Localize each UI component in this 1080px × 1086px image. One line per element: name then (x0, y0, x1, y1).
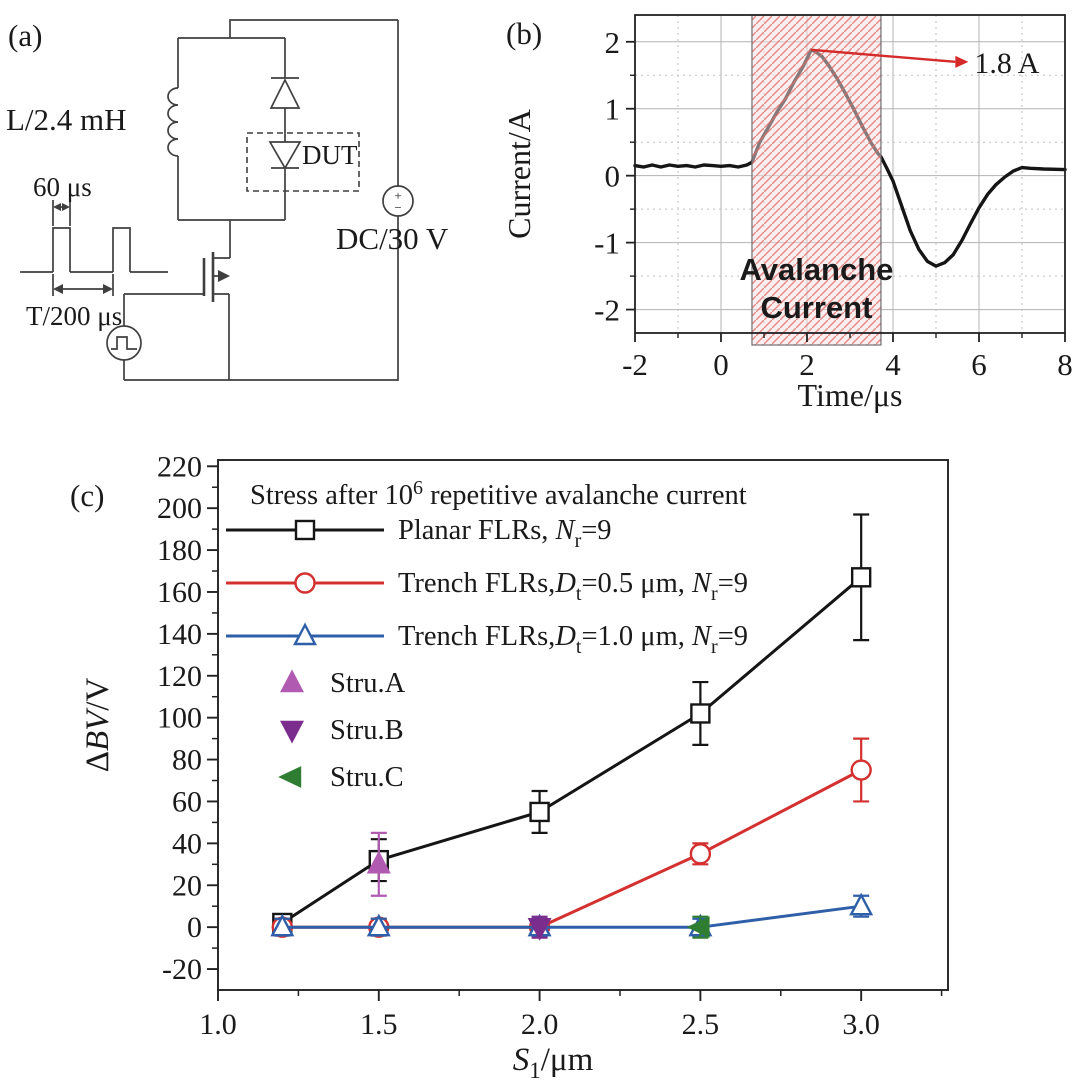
mosfet (123, 252, 230, 380)
legend-item-trench-flrs-05: Trench FLRs,Dt=0.5 μm, Nr=9 (226, 568, 748, 605)
svg-text:200: 200 (157, 492, 202, 525)
svg-text:4: 4 (885, 347, 901, 382)
freewheel-diode (269, 77, 301, 109)
panel-a-label: (a) (8, 18, 42, 53)
svg-text:100: 100 (157, 702, 202, 735)
legend-item-stru-a: Stru.A (280, 668, 406, 699)
chart-c-xlabel: S1/μm (513, 1042, 594, 1083)
legend-item-planar-flrs: Planar FLRs, Nr=9 (226, 515, 612, 552)
svg-text:0: 0 (605, 159, 621, 194)
legend-label-stru-c: Stru.C (330, 762, 404, 793)
svg-text:220: 220 (157, 450, 202, 483)
chart-c-border (217, 459, 949, 991)
dut-diode: DUT (246, 132, 360, 192)
chart-c-plot: 1.0 1.5 2.0 2.5 3.0 -20 0 20 40 60 80 100 120 140 160 1… (80, 450, 949, 1083)
svg-text:20: 20 (172, 869, 202, 902)
series-trench-flrs-10 (270, 892, 874, 937)
legend-item-stru-c: Stru.C (278, 762, 404, 793)
dc-minus: − (394, 200, 401, 215)
svg-text:2.0: 2.0 (521, 1008, 559, 1041)
panel-b-label: (b) (506, 16, 542, 51)
annotation-arrow-icon (955, 55, 969, 68)
svg-text:2.5: 2.5 (682, 1008, 720, 1041)
svg-text:160: 160 (157, 576, 202, 609)
svg-text:1.5: 1.5 (360, 1008, 398, 1041)
inductor-coil (167, 87, 179, 157)
svg-text:-1: -1 (594, 226, 620, 261)
pulse-source (106, 325, 142, 380)
delta-bv-vs-spacing-chart: (c) 1.0 1.5 2.0 2.5 3.0 -20 0 20 40 60 80 100 120 140… (70, 450, 949, 1083)
circuit-diagram: (a) L/2.4 mH DUT + − (6, 18, 449, 381)
dut-box (246, 132, 360, 192)
svg-text:8: 8 (1057, 347, 1073, 382)
svg-text:120: 120 (157, 660, 202, 693)
svg-text:180: 180 (157, 534, 202, 567)
mosfet-arrow (218, 270, 230, 282)
avalanche-region: Avalanche Current (739, 14, 893, 346)
peak-annotation: 1.8 A (811, 47, 1040, 80)
dc-source: + − DC/30 V (336, 185, 449, 256)
panel-a-circuit: (a) L/2.4 mH DUT + − (0, 0, 490, 433)
current-vs-time-chart: (b) Avalanche Current -2 0 2 4 6 8 -2 -1 0 1 2 1.8 A T… (501, 14, 1073, 413)
chart-b-ticks: -2 0 2 4 6 8 -2 -1 0 1 2 (594, 25, 1073, 382)
svg-text:3.0: 3.0 (842, 1008, 880, 1041)
pulse-waveform: 60 μs T/200 μs (20, 172, 168, 331)
svg-text:1: 1 (605, 92, 621, 127)
period-label: T/200 μs (26, 301, 122, 331)
svg-text:2: 2 (605, 25, 621, 60)
svg-text:80: 80 (172, 744, 202, 777)
series-stru-c (686, 915, 710, 939)
chart-c-ticks: 1.0 1.5 2.0 2.5 3.0 -20 0 20 40 60 80 100 120 140 160 1… (157, 450, 943, 1041)
panel-c-bv-chart: (c) 1.0 1.5 2.0 2.5 3.0 -20 0 20 40 60 80 100 120 140… (0, 440, 1080, 1086)
pulse-width-arrow (52, 200, 71, 226)
inductor-label: L/2.4 mH (6, 102, 127, 137)
dc-plus: + (394, 188, 401, 203)
svg-text:0: 0 (713, 347, 729, 382)
legend-label-stru-b: Stru.B (330, 715, 404, 746)
chart-b-ylabel: Current/A (501, 109, 537, 239)
legend: Stress after 106 repetitive avalanche cu… (226, 477, 748, 793)
dc-supply-label: DC/30 V (336, 221, 449, 256)
svg-text:-2: -2 (622, 347, 648, 382)
legend-item-trench-flrs-10: Trench FLRs,Dt=1.0 μm, Nr=9 (226, 621, 748, 658)
svg-text:1.0: 1.0 (199, 1008, 237, 1041)
chart-b-xlabel: Time/μs (798, 377, 903, 413)
svg-text:2: 2 (799, 347, 815, 382)
panel-c-label: (c) (70, 478, 104, 513)
legend-title: Stress after 106 repetitive avalanche cu… (250, 477, 747, 511)
panel-b-current-chart: (b) Avalanche Current -2 0 2 4 6 8 -2 -1 0 1 2 1.8 A T… (500, 0, 1080, 433)
peak-value-label: 1.8 A (974, 47, 1039, 80)
legend-label-trench-flrs-10: Trench FLRs,Dt=1.0 μm, Nr=9 (398, 621, 748, 658)
chart-b-plot: Avalanche Current -2 0 2 4 6 8 -2 -1 0 1 2 1.8 A Time/… (501, 14, 1073, 413)
svg-text:140: 140 (157, 618, 202, 651)
svg-text:40: 40 (172, 827, 202, 860)
series-stru-a (366, 831, 391, 897)
pulse-width-label: 60 μs (33, 172, 92, 202)
svg-text:0: 0 (187, 911, 202, 944)
svg-text:-20: -20 (162, 953, 202, 986)
svg-text:-2: -2 (594, 293, 620, 328)
legend-label-trench-flrs-05: Trench FLRs,Dt=0.5 μm, Nr=9 (398, 568, 748, 605)
dut-label: DUT (302, 140, 358, 170)
period-arrow (52, 274, 114, 296)
legend-item-stru-b: Stru.B (280, 715, 404, 746)
legend-label-planar-flrs: Planar FLRs, Nr=9 (398, 515, 612, 552)
legend-label-stru-a: Stru.A (330, 668, 406, 699)
svg-text:6: 6 (971, 347, 987, 382)
circuit-wires (124, 19, 399, 381)
svg-text:60: 60 (172, 785, 202, 818)
chart-c-ylabel: ΔBV/V (80, 678, 116, 773)
series-stru-b (527, 915, 552, 941)
avalanche-region-label: Avalanche Current (739, 252, 893, 325)
